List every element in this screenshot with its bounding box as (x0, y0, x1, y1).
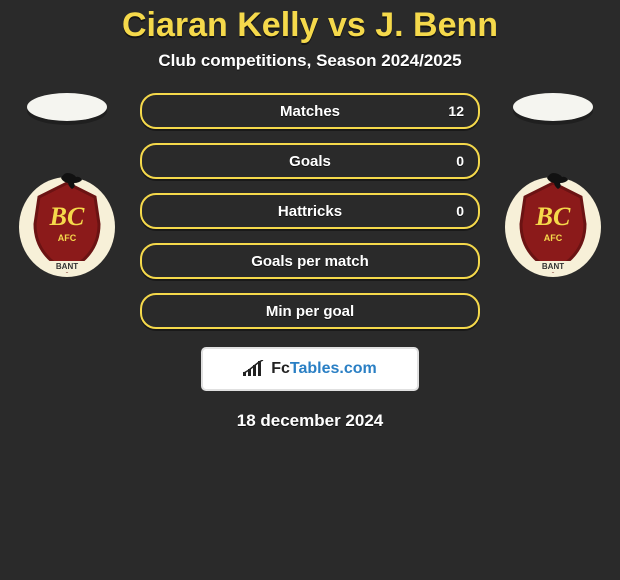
stat-label: Goals (142, 153, 478, 170)
stat-row-goals: Goals 0 (140, 143, 480, 179)
page-title: Ciaran Kelly vs J. Benn (0, 0, 620, 45)
club-crest-icon: BC AFC BANT (17, 169, 117, 279)
crest-sub: AFC (544, 233, 563, 243)
stat-label: Matches (142, 103, 478, 120)
stat-row-goals-per-match: Goals per match (140, 243, 480, 279)
page-subtitle: Club competitions, Season 2024/2025 (0, 51, 620, 71)
crest-tag-right: BANT (542, 262, 564, 271)
club-crest-icon: BC AFC BANT (503, 169, 603, 279)
stat-label: Goals per match (142, 253, 478, 270)
crest-initials: BC (49, 202, 85, 231)
stat-row-min-per-goal: Min per goal (140, 293, 480, 329)
crest-initials: BC (535, 202, 571, 231)
content-row: BC AFC BANT Matches 12 Goals 0 Hattricks… (0, 93, 620, 329)
player-photo-placeholder (513, 93, 593, 121)
signal-icon (243, 360, 265, 378)
right-club-badge: BC AFC BANT (503, 169, 603, 279)
stat-value: 12 (448, 103, 464, 119)
logo-prefix: Fc (271, 360, 290, 377)
crest-sub: AFC (58, 233, 77, 243)
stat-row-matches: Matches 12 (140, 93, 480, 129)
left-player-column: BC AFC BANT (12, 93, 122, 279)
right-player-column: BC AFC BANT (498, 93, 608, 279)
stat-row-hattricks: Hattricks 0 (140, 193, 480, 229)
left-club-badge: BC AFC BANT (17, 169, 117, 279)
stat-label: Hattricks (142, 203, 478, 220)
player-photo-placeholder (27, 93, 107, 121)
crest-tag-left: BANT (56, 262, 78, 271)
stat-label: Min per goal (142, 303, 478, 320)
fctables-logo[interactable]: FcTables.com (201, 347, 419, 391)
logo-suffix: Tables.com (290, 360, 377, 377)
logo-text: FcTables.com (271, 360, 377, 378)
snapshot-date: 18 december 2024 (0, 411, 620, 431)
stat-value: 0 (456, 153, 464, 169)
stats-column: Matches 12 Goals 0 Hattricks 0 Goals per… (140, 93, 480, 329)
stat-value: 0 (456, 203, 464, 219)
comparison-card: Ciaran Kelly vs J. Benn Club competition… (0, 0, 620, 580)
